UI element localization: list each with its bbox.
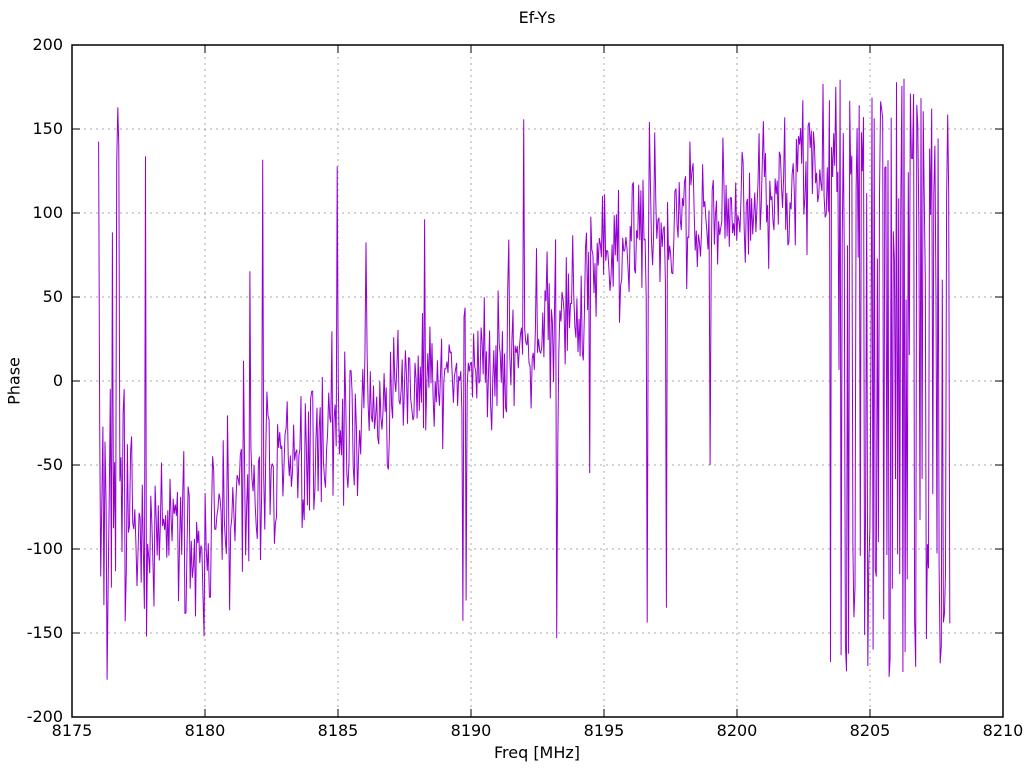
y-tick-label: -100 xyxy=(26,539,63,558)
plot-border xyxy=(71,44,1004,718)
x-tick-label: 8190 xyxy=(450,721,492,740)
y-tick-label: 200 xyxy=(32,35,63,54)
y-tick-label: -150 xyxy=(26,623,63,642)
y-tick-label: 150 xyxy=(32,119,63,138)
x-tick-label: 8205 xyxy=(849,721,891,740)
x-tick-label: 8180 xyxy=(184,721,226,740)
y-tick-label: 100 xyxy=(32,203,63,222)
x-tick-label: 8195 xyxy=(583,721,625,740)
x-tick-label: 8210 xyxy=(982,721,1024,740)
y-tick-label: 50 xyxy=(42,287,63,306)
y-tick-label: -200 xyxy=(26,707,63,726)
x-axis-label: Freq [MHz] xyxy=(493,743,581,762)
series-line xyxy=(98,78,951,680)
x-tick-label: 8185 xyxy=(317,721,359,740)
x-tick-label: 8175 xyxy=(51,721,93,740)
y-tick-label: 0 xyxy=(52,371,63,390)
x-tick-label: 8200 xyxy=(716,721,758,740)
y-tick-label: -50 xyxy=(36,455,63,474)
chart-title: Ef-Ys xyxy=(518,8,556,27)
